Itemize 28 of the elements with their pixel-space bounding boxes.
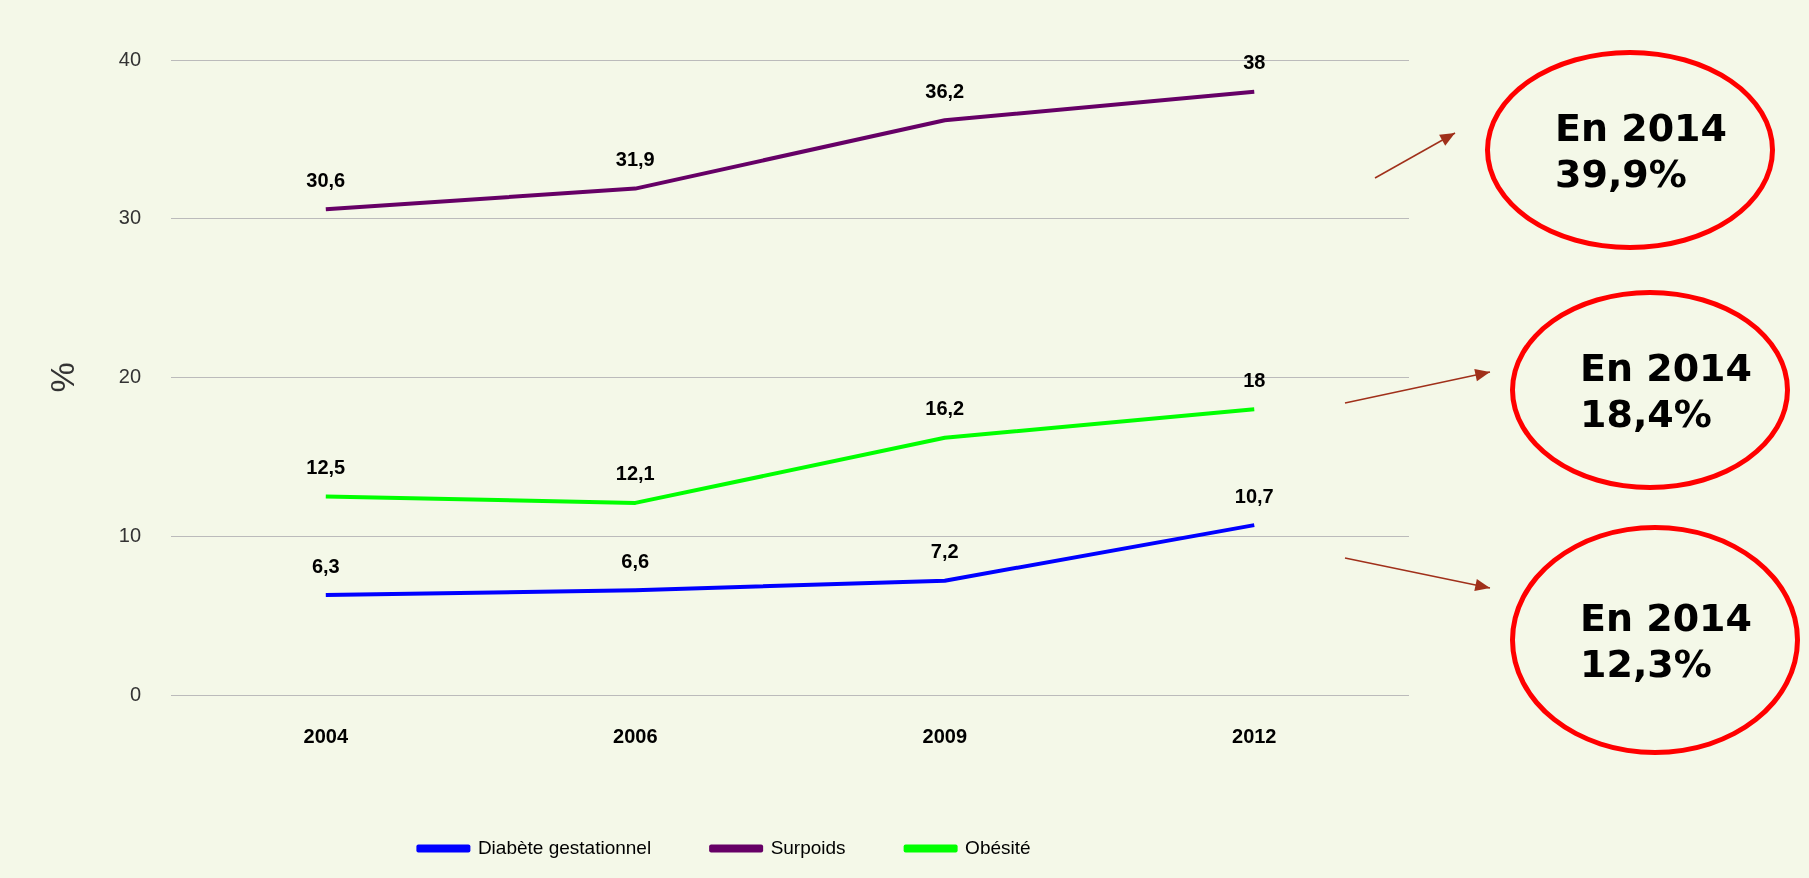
x-tick-label: 2004 (303, 724, 349, 747)
y-tick-label: 10 (118, 523, 142, 546)
x-tick-label: 2006 (613, 724, 658, 747)
y-tick-label: 40 (118, 47, 142, 70)
data-label: 30,6 (306, 168, 346, 191)
data-label: 38 (1243, 51, 1266, 74)
text: En 2014 12,3% (1580, 595, 1753, 687)
data-label: 6,3 (311, 554, 340, 577)
y-tick-label: 20 (118, 365, 142, 388)
legend-label: Obésité (965, 836, 1031, 858)
text: En 2014 39,9% (1555, 105, 1728, 197)
data-label: 12,1 (615, 462, 655, 485)
x-tick-label: 2012 (1232, 724, 1277, 747)
y-tick-label: 0 (129, 682, 142, 705)
data-label: 12,5 (306, 456, 346, 479)
legend-label: Diabète gestationnel (477, 836, 652, 858)
data-label: 6,6 (621, 549, 650, 572)
data-label: 36,2 (925, 79, 965, 102)
data-label: 16,2 (925, 397, 965, 420)
data-label: 10,7 (1234, 484, 1274, 507)
data-label: 7,2 (930, 540, 959, 563)
y-axis-title: % (42, 362, 81, 393)
x-tick-label: 2009 (922, 724, 968, 747)
data-label: 18 (1243, 368, 1266, 391)
text: En 2014 18,4% (1580, 345, 1753, 437)
y-tick-label: 30 (118, 206, 142, 229)
legend-label: Surpoids (770, 836, 846, 858)
data-label: 31,9 (615, 148, 655, 171)
